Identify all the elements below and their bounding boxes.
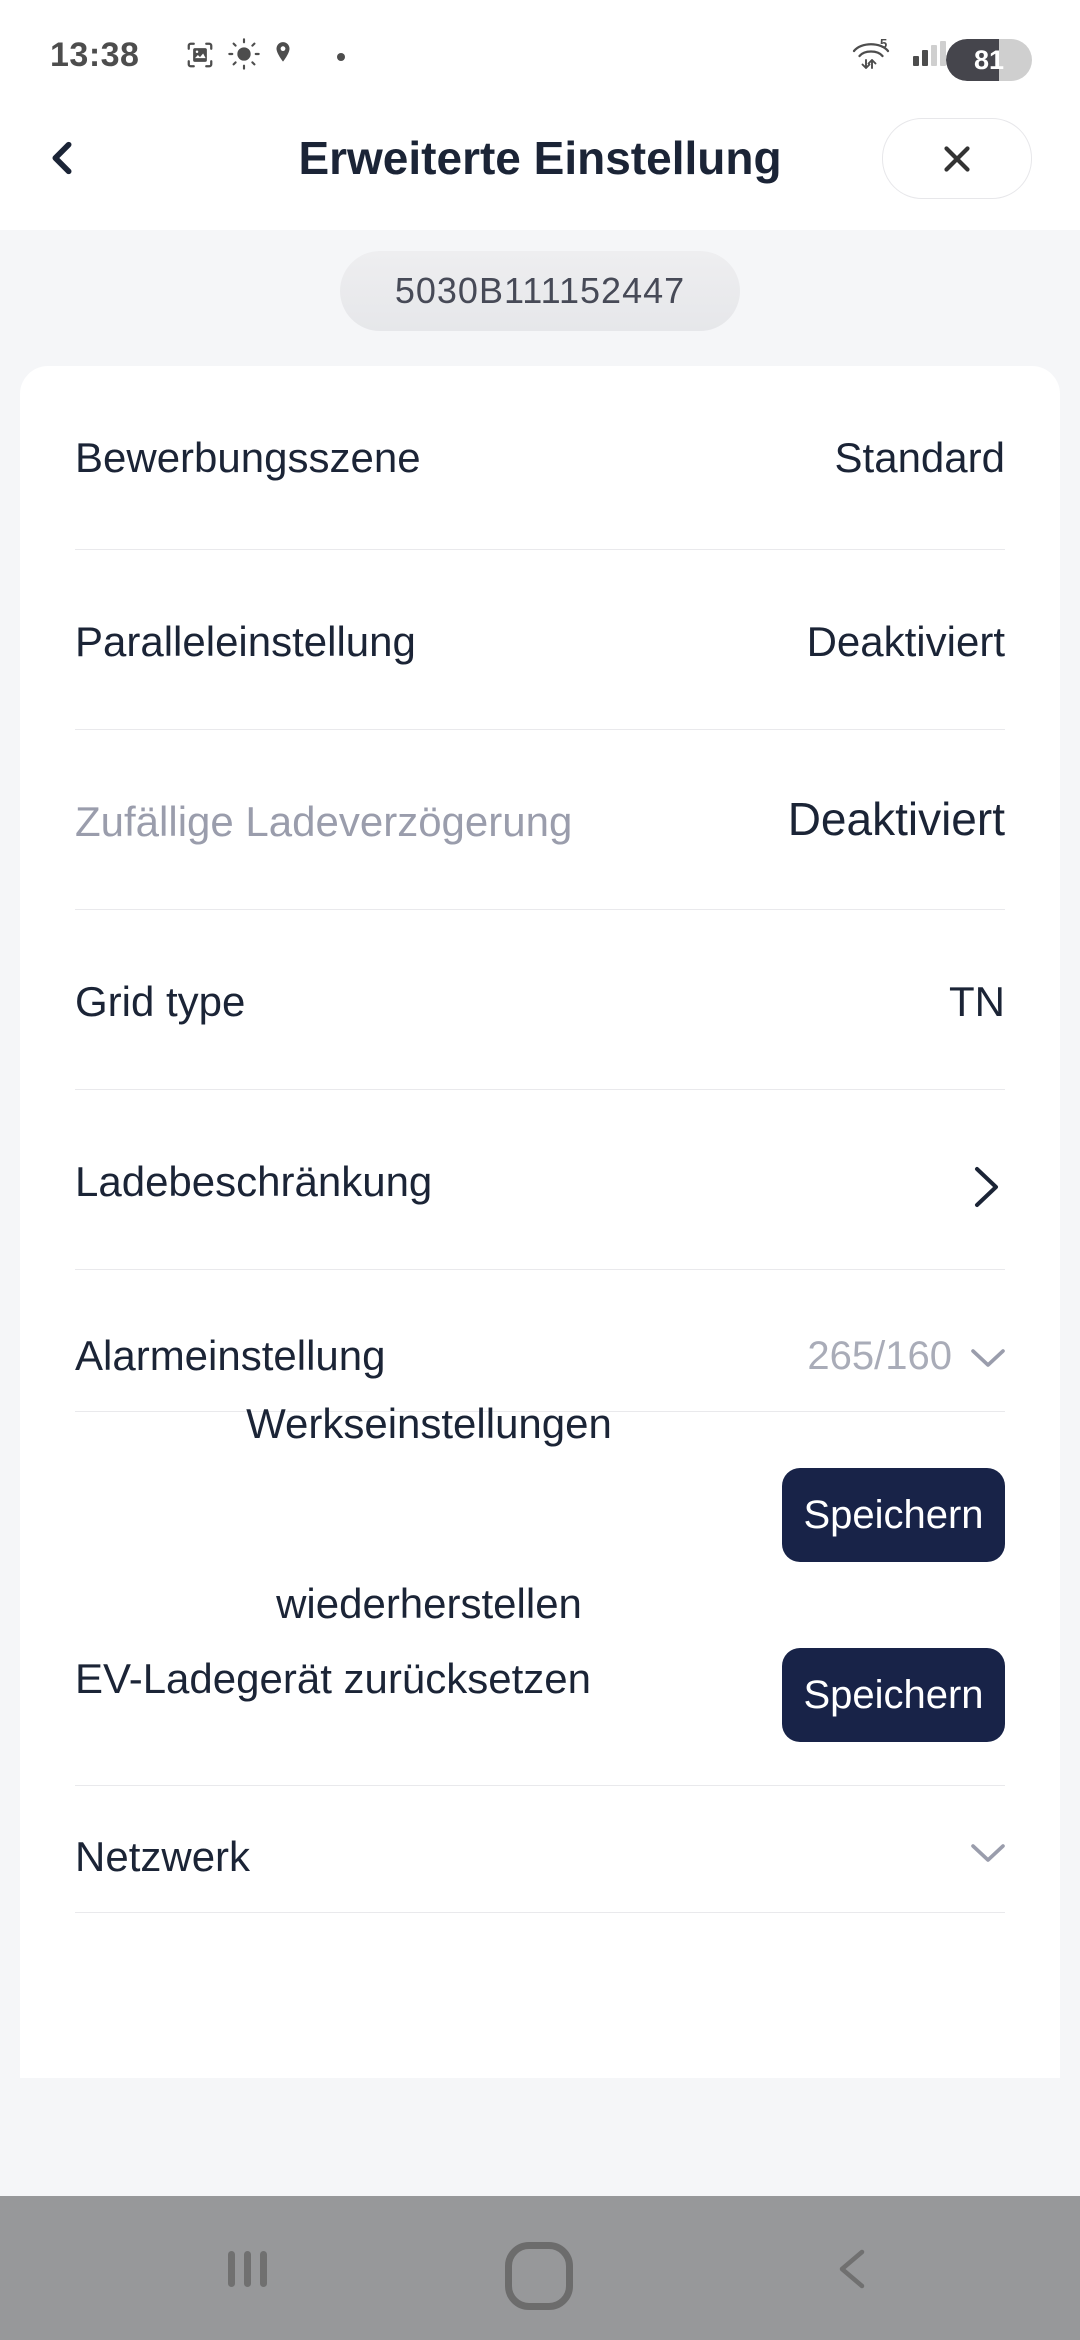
svg-text:5: 5 xyxy=(880,36,887,51)
